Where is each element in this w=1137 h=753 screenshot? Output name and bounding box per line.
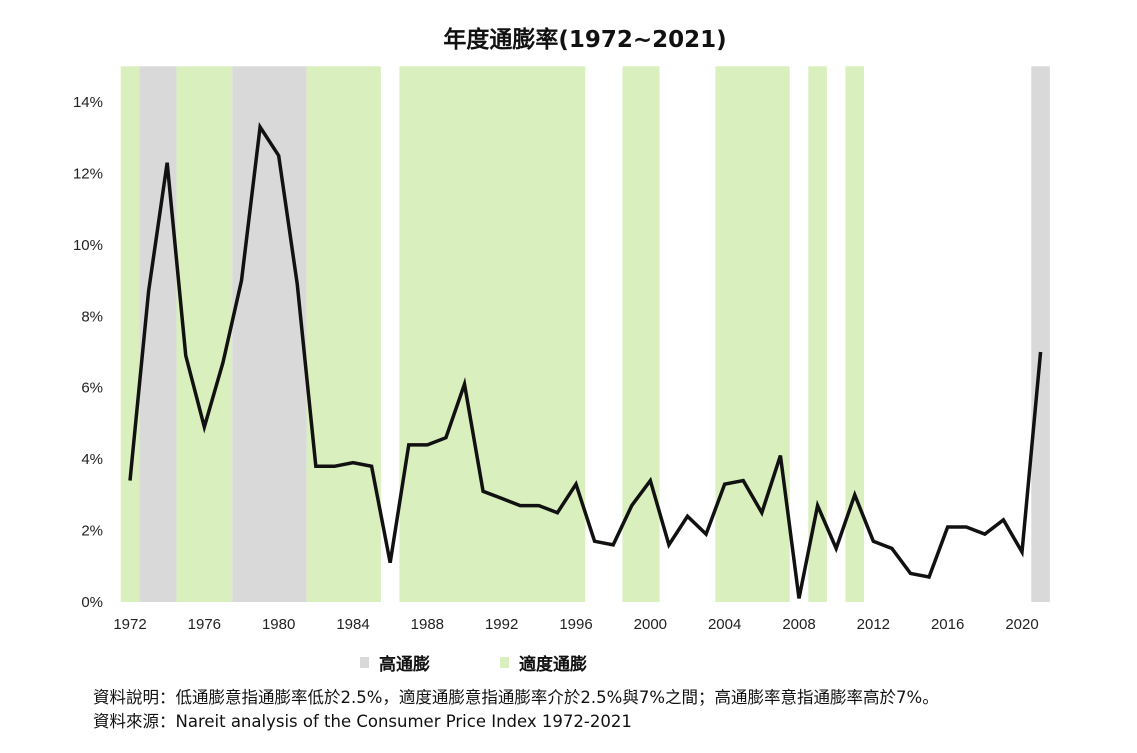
band-moderate	[176, 66, 233, 603]
x-tick-label: 2016	[931, 616, 964, 633]
y-tick-label: 14%	[73, 94, 103, 111]
band-moderate	[845, 66, 865, 603]
x-tick-label: 2008	[782, 616, 815, 633]
y-tick-label: 2%	[81, 523, 103, 540]
x-tick-label: 2020	[1005, 616, 1038, 633]
x-tick-label: 1984	[336, 616, 369, 633]
legend-label-high: 高通膨	[379, 655, 430, 675]
y-tick-label: 0%	[81, 594, 103, 611]
legend-swatch-moderate	[500, 657, 509, 668]
y-tick-label: 10%	[73, 237, 103, 254]
legend-swatch-high	[360, 657, 369, 668]
band-high	[232, 66, 307, 603]
band-moderate	[715, 66, 790, 603]
x-tick-label: 1976	[188, 616, 221, 633]
x-tick-label: 1992	[485, 616, 518, 633]
band-moderate	[399, 66, 586, 603]
chart-title: 年度通膨率(1972~2021)	[443, 27, 727, 53]
x-tick-label: 1972	[113, 616, 146, 633]
legend-item-high: 高通膨	[360, 650, 430, 675]
band-high	[1031, 66, 1050, 603]
inflation-line	[128, 122, 1043, 599]
band-moderate	[306, 66, 381, 603]
data-source: 資料來源：Nareit analysis of the Consumer Pri…	[93, 712, 632, 731]
x-tick-label: 1996	[559, 616, 592, 633]
band-moderate	[120, 66, 140, 603]
legend-label-moderate: 適度通膨	[519, 655, 587, 675]
y-tick-label: 4%	[81, 451, 103, 468]
data-description: 資料說明：低通膨意指通膨率低於2.5%，適度通膨意指通膨率介於2.5%與7%之間…	[93, 688, 939, 707]
x-tick-label: 1988	[411, 616, 444, 633]
x-tick-label: 2004	[708, 616, 741, 633]
legend: 高通膨 適度通膨	[360, 650, 587, 675]
band-moderate	[622, 66, 660, 603]
x-tick-label: 2012	[857, 616, 890, 633]
band-moderate	[808, 66, 827, 603]
x-tick-label: 1980	[262, 616, 295, 633]
y-tick-label: 12%	[73, 165, 103, 182]
footnotes: 資料說明：低通膨意指通膨率低於2.5%，適度通膨意指通膨率介於2.5%與7%之間…	[93, 686, 939, 734]
y-tick-label: 6%	[81, 380, 103, 397]
y-tick-label: 8%	[81, 308, 103, 325]
x-tick-label: 2000	[634, 616, 667, 633]
legend-item-moderate: 適度通膨	[500, 650, 587, 675]
